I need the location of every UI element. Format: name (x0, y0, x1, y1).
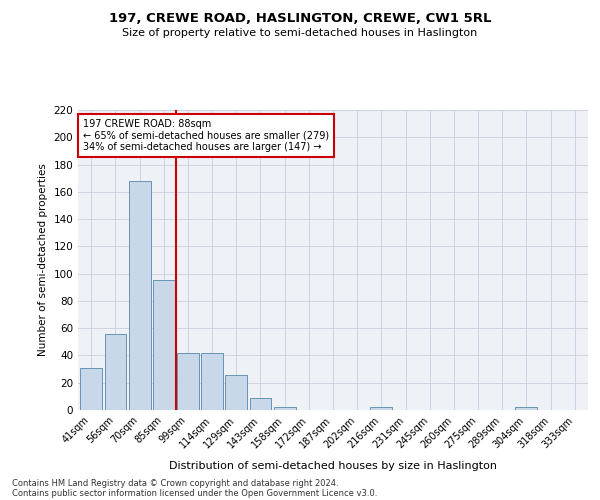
Bar (515, 408, 537, 410)
Bar (104, 334, 127, 410)
Bar (80, 368, 102, 410)
Text: Contains public sector information licensed under the Open Government Licence v3: Contains public sector information licen… (12, 488, 377, 498)
Bar (226, 374, 247, 410)
Bar (153, 280, 175, 410)
Text: 197, CREWE ROAD, HASLINGTON, CREWE, CW1 5RL: 197, CREWE ROAD, HASLINGTON, CREWE, CW1 … (109, 12, 491, 26)
Bar (274, 408, 296, 410)
Bar (177, 352, 199, 410)
Bar (370, 408, 392, 410)
Text: Size of property relative to semi-detached houses in Haslington: Size of property relative to semi-detach… (122, 28, 478, 38)
Bar (250, 398, 271, 410)
X-axis label: Distribution of semi-detached houses by size in Haslington: Distribution of semi-detached houses by … (169, 461, 497, 471)
Bar (201, 352, 223, 410)
Y-axis label: Number of semi-detached properties: Number of semi-detached properties (38, 164, 48, 356)
Text: Contains HM Land Registry data © Crown copyright and database right 2024.: Contains HM Land Registry data © Crown c… (12, 478, 338, 488)
Bar (129, 181, 151, 410)
Text: 197 CREWE ROAD: 88sqm
← 65% of semi-detached houses are smaller (279)
34% of sem: 197 CREWE ROAD: 88sqm ← 65% of semi-deta… (83, 119, 329, 152)
